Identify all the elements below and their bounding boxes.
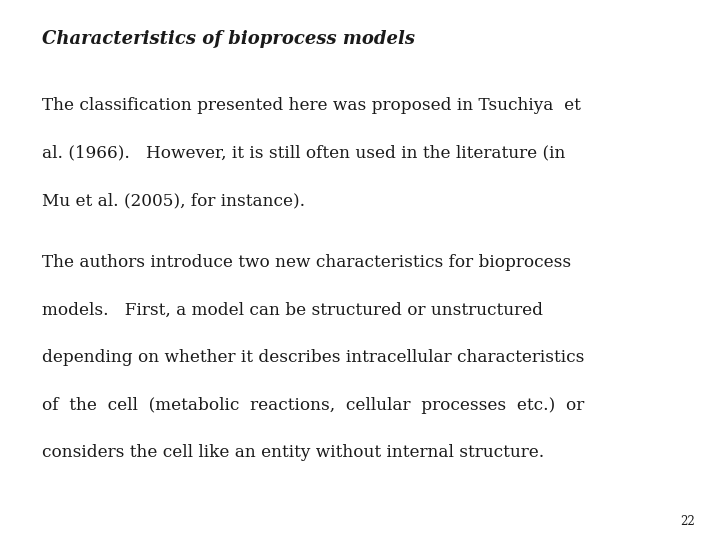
- Text: depending on whether it describes intracellular characteristics: depending on whether it describes intrac…: [42, 349, 584, 366]
- Text: considers the cell like an entity without internal structure.: considers the cell like an entity withou…: [42, 444, 544, 461]
- Text: The classification presented here was proposed in Tsuchiya  et: The classification presented here was pr…: [42, 97, 580, 114]
- Text: 22: 22: [680, 515, 695, 528]
- Text: models.   First, a model can be structured or unstructured: models. First, a model can be structured…: [42, 301, 543, 319]
- Text: The authors introduce two new characteristics for bioprocess: The authors introduce two new characteri…: [42, 254, 571, 271]
- Text: of  the  cell  (metabolic  reactions,  cellular  processes  etc.)  or: of the cell (metabolic reactions, cellul…: [42, 396, 584, 414]
- Text: Mu et al. (2005), for instance).: Mu et al. (2005), for instance).: [42, 192, 305, 209]
- Text: Characteristics of bioprocess models: Characteristics of bioprocess models: [42, 30, 415, 48]
- Text: al. (1966).   However, it is still often used in the literature (in: al. (1966). However, it is still often u…: [42, 145, 565, 161]
